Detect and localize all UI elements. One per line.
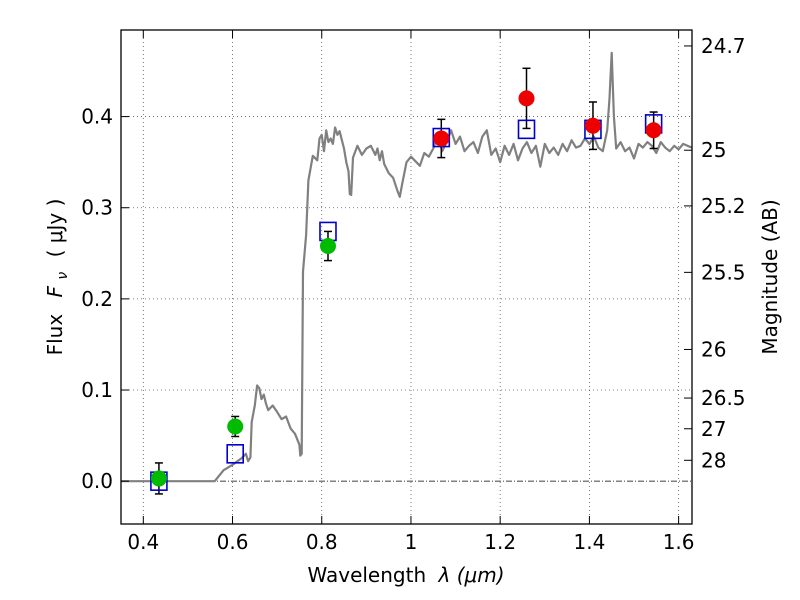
x-tick-label: 1.4 xyxy=(573,530,605,554)
y2-axis-label: Magnitude (AB) xyxy=(758,199,782,354)
y-tick-labels: 0.0 0.1 0.2 0.3 0.4 xyxy=(81,105,113,494)
magnitude-tick-label: 28 xyxy=(701,448,726,472)
x-axis-label-text: Wavelength xyxy=(307,563,426,587)
x-tick-label: 0.4 xyxy=(127,530,159,554)
open-square-marker xyxy=(517,119,536,140)
plot-frame xyxy=(120,29,693,525)
x-axis-label: Wavelength λ (μm) xyxy=(307,563,504,587)
y-axis-label: Flux F ν ( μJy ) xyxy=(43,199,72,356)
x-tick-label: 1 xyxy=(405,530,418,554)
magnitude-tick-label: 26 xyxy=(701,337,726,361)
model-spectrum xyxy=(121,51,693,483)
magnitude-tick-label: 25.2 xyxy=(701,194,746,218)
red-circle-marker xyxy=(584,117,601,134)
green-circle-marker xyxy=(150,470,167,487)
data-markers xyxy=(150,90,663,491)
magnitude-tick-label: 26.5 xyxy=(701,386,746,410)
open-square-marker xyxy=(432,127,451,148)
y-tick-label: 0.0 xyxy=(81,469,113,493)
green-circle-marker xyxy=(227,418,244,435)
magnitude-tick-label: 24.7 xyxy=(701,34,746,58)
magnitude-tick-label: 25.5 xyxy=(701,260,746,284)
y-tick-label: 0.3 xyxy=(81,196,113,220)
y-axis-label-math: F xyxy=(43,285,67,297)
y-axis-label-text: Flux xyxy=(43,314,67,356)
grid-lines xyxy=(121,30,692,524)
x-tick-labels: 0.4 0.6 0.8 1 1.2 1.4 1.6 xyxy=(127,530,694,554)
red-circle-marker xyxy=(518,90,535,107)
open-square-marker xyxy=(226,444,244,464)
red-circle-marker xyxy=(645,122,662,139)
green-circle-marker xyxy=(319,238,336,255)
y-tick-label: 0.1 xyxy=(81,378,113,402)
axis-ticks xyxy=(121,30,692,524)
y-tick-label: 0.2 xyxy=(81,287,113,311)
x-axis-label-math: λ (μm) xyxy=(438,563,505,587)
y-axis-label-unit: ( μJy ) xyxy=(43,199,67,258)
y-tick-label: 0.4 xyxy=(81,105,113,129)
magnitude-tick-label: 25 xyxy=(701,138,726,162)
x-tick-label: 1.6 xyxy=(663,530,695,554)
x-tick-label: 1.2 xyxy=(484,530,516,554)
red-circle-marker xyxy=(433,130,450,147)
magnitude-tick-labels: 24.7 25 25.2 25.5 26 26.5 27 28 xyxy=(701,34,746,472)
model-spectrum-line xyxy=(121,51,693,483)
x-tick-label: 0.8 xyxy=(306,530,338,554)
y-axis-label-sub: ν xyxy=(55,272,71,280)
x-tick-label: 0.6 xyxy=(217,530,249,554)
magnitude-tick-label: 27 xyxy=(701,417,726,441)
